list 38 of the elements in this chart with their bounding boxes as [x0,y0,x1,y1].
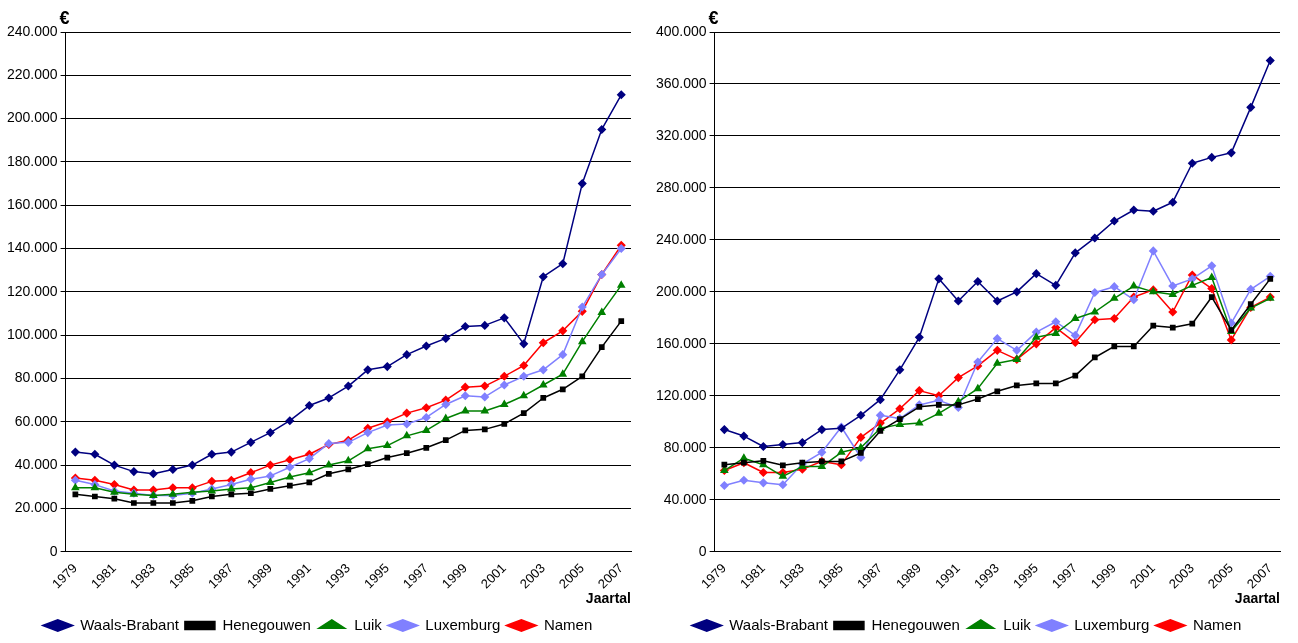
y-tick-label: 100.000 [7,326,58,343]
y-tick-label: 20.000 [14,499,58,516]
y-tick-label: 200.000 [656,282,707,299]
x-axis-title: Jaartal [585,590,631,607]
y-tick-label: 0 [49,542,58,559]
y-tick-label: 320.000 [656,126,707,143]
legend-label: Henegouwen [871,615,960,633]
legend-label: Namen [543,615,593,633]
legend-label: Luik [354,615,383,633]
y-axis-title: € [59,7,70,28]
y-tick-label: 240.000 [7,22,58,39]
legend-label: Waals-Brabant [80,615,180,633]
y-tick-label: 80.000 [14,369,58,386]
legend-label: Luxemburg [425,615,501,633]
legend-label: Luxemburg [1074,615,1150,633]
y-tick-label: 280.000 [656,178,707,195]
y-tick-label: 160.000 [7,196,58,213]
y-tick-label: 120.000 [7,282,58,299]
x-axis-title: Jaartal [1234,590,1280,607]
y-axis-title: € [708,7,719,28]
y-tick-label: 140.000 [7,239,58,256]
y-tick-label: 220.000 [7,66,58,83]
legend-label: Henegouwen [222,615,311,633]
y-tick-label: 0 [698,542,707,559]
y-tick-label: 40.000 [14,455,58,472]
legend-label: Waals-Brabant [729,615,829,633]
y-tick-label: 40.000 [663,490,707,507]
y-tick-label: 240.000 [656,230,707,247]
y-tick-label: 60.000 [14,412,58,429]
y-tick-label: 160.000 [656,334,707,351]
y-tick-label: 200.000 [7,109,58,126]
y-tick-label: 180.000 [7,152,58,169]
y-tick-label: 360.000 [656,74,707,91]
legend-label: Luik [1003,615,1032,633]
y-tick-label: 400.000 [656,22,707,39]
legend-label: Namen [1192,615,1242,633]
y-tick-label: 80.000 [663,438,707,455]
y-tick-label: 120.000 [656,386,707,403]
